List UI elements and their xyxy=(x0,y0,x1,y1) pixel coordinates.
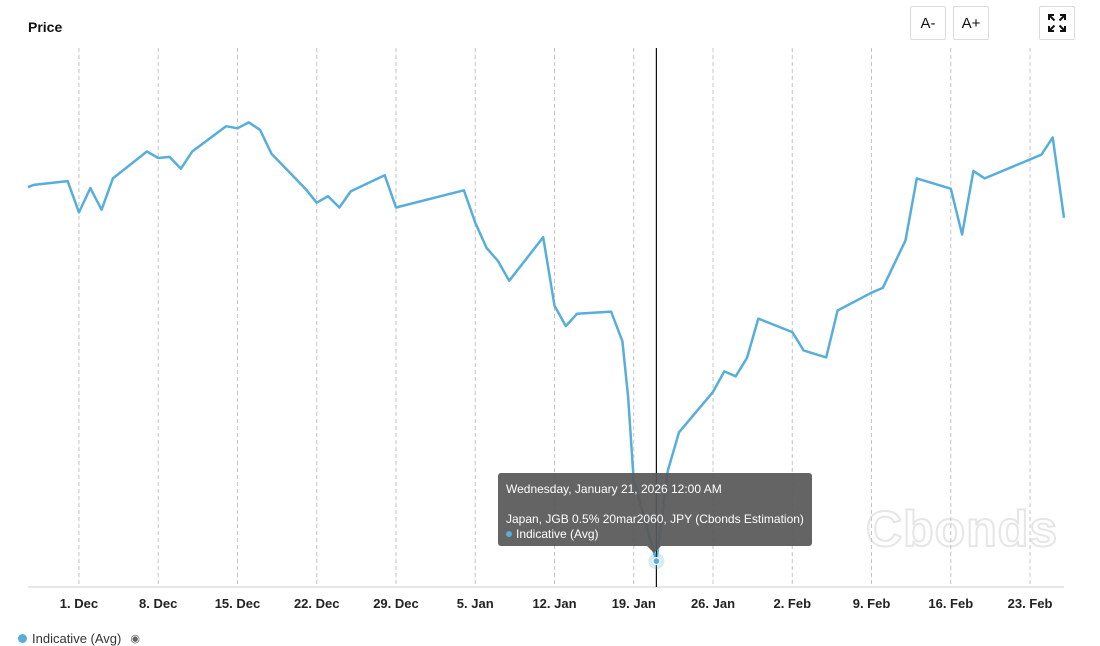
x-tick-label: 9. Feb xyxy=(853,596,891,611)
x-tick-label: 23. Feb xyxy=(1008,596,1053,611)
legend[interactable]: Indicative (Avg) ◉ xyxy=(18,631,140,646)
fullscreen-button[interactable] xyxy=(1039,6,1075,40)
x-tick-label: 12. Jan xyxy=(532,596,576,611)
font-decrease-button[interactable]: A- xyxy=(910,6,946,40)
highlight-point[interactable] xyxy=(652,557,661,566)
x-tick-label: 5. Jan xyxy=(457,596,494,611)
x-tick-label: 22. Dec xyxy=(294,596,340,611)
chart-title: Price xyxy=(28,19,63,35)
series-line-indicative-avg[interactable] xyxy=(27,121,1066,563)
x-tick-label: 19. Jan xyxy=(612,596,656,611)
tooltip-arrow xyxy=(647,546,661,553)
x-tick-label: 29. Dec xyxy=(373,596,419,611)
tooltip-series-dot xyxy=(506,531,512,538)
tooltip-series: Indicative (Avg) xyxy=(516,527,599,541)
x-tick-label: 1. Dec xyxy=(60,596,98,611)
x-tick-label: 15. Dec xyxy=(215,596,261,611)
tooltip-bond: Japan, JGB 0.5% 20mar2060, JPY (Cbonds E… xyxy=(506,512,804,526)
x-tick-label: 2. Feb xyxy=(773,596,811,611)
tooltip-date: Wednesday, January 21, 2026 12:00 AM xyxy=(506,482,722,496)
x-tick-label: 8. Dec xyxy=(139,596,177,611)
x-tick-label: 26. Jan xyxy=(691,596,735,611)
font-increase-button[interactable]: A+ xyxy=(953,6,989,40)
x-axis-ticks: 1. Dec 8. Dec 15. Dec 22. Dec 29. Dec 5. Jan 1… xyxy=(60,596,1053,611)
tooltip: Wednesday, January 21, 2026 12:00 AM Jap… xyxy=(498,473,812,546)
legend-dot-icon xyxy=(18,634,27,643)
fullscreen-icon xyxy=(1048,14,1066,32)
watermark-logo: Cbonds xyxy=(865,500,1059,558)
x-tick-label: 16. Feb xyxy=(928,596,973,611)
legend-label[interactable]: Indicative (Avg) xyxy=(32,631,122,646)
eye-icon[interactable]: ◉ xyxy=(130,633,140,645)
